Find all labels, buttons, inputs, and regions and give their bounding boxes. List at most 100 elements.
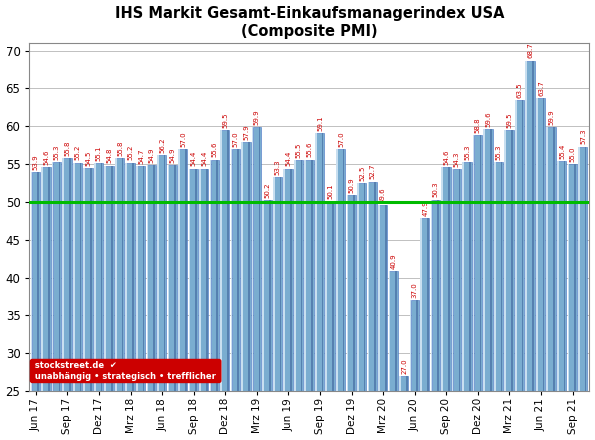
Text: 49.6: 49.6 <box>380 187 386 203</box>
Bar <box>305 160 314 440</box>
Text: 27.0: 27.0 <box>401 358 407 374</box>
Bar <box>390 271 398 440</box>
Bar <box>143 166 145 440</box>
Bar <box>474 136 482 440</box>
Bar <box>473 136 474 440</box>
Bar <box>322 133 323 440</box>
Text: 55.8: 55.8 <box>117 140 123 156</box>
Text: stockstreet.de  ✔
 unabhängig • strategisch • trefflicher: stockstreet.de ✔ unabhängig • strategisc… <box>32 361 219 381</box>
Text: 55.6: 55.6 <box>306 142 312 158</box>
Bar <box>31 172 32 440</box>
Bar <box>431 200 440 440</box>
Bar <box>217 160 218 440</box>
Bar <box>294 160 296 440</box>
Bar <box>136 166 137 440</box>
Bar <box>283 169 285 440</box>
Bar <box>557 161 559 440</box>
Bar <box>400 376 408 440</box>
Bar <box>146 165 148 440</box>
Bar <box>158 155 166 440</box>
Bar <box>441 167 443 440</box>
Text: 54.4: 54.4 <box>190 151 197 166</box>
Bar <box>574 164 576 440</box>
Bar <box>199 169 201 440</box>
Bar <box>494 162 496 440</box>
Text: 53.3: 53.3 <box>275 159 281 175</box>
Bar <box>484 129 493 440</box>
Text: 53.9: 53.9 <box>33 154 39 170</box>
Text: 63.5: 63.5 <box>517 82 523 98</box>
Bar <box>406 376 408 440</box>
Bar <box>395 271 397 440</box>
Bar <box>463 162 472 440</box>
Bar <box>80 163 82 440</box>
Bar <box>284 169 293 440</box>
Bar <box>42 167 51 440</box>
Bar <box>546 127 548 440</box>
Bar <box>174 165 176 440</box>
Bar <box>179 149 187 440</box>
Bar <box>116 158 124 440</box>
Text: 55.8: 55.8 <box>64 140 70 156</box>
Bar <box>231 149 233 440</box>
Bar <box>537 98 545 440</box>
Bar <box>311 160 313 440</box>
Text: 52.7: 52.7 <box>369 164 375 179</box>
Bar <box>94 163 96 440</box>
Text: 68.7: 68.7 <box>528 43 534 58</box>
Text: 54.3: 54.3 <box>454 152 460 167</box>
Bar <box>378 205 380 440</box>
Text: 59.5: 59.5 <box>506 112 512 128</box>
Bar <box>178 149 180 440</box>
Bar <box>505 130 506 440</box>
Bar <box>132 163 134 440</box>
Text: 55.2: 55.2 <box>127 145 133 160</box>
Bar <box>494 162 503 440</box>
Bar <box>343 149 345 440</box>
Bar <box>536 98 538 440</box>
Bar <box>337 149 345 440</box>
Bar <box>121 158 123 440</box>
Text: 54.7: 54.7 <box>138 149 144 164</box>
Bar <box>227 130 228 440</box>
Bar <box>511 130 513 440</box>
Bar <box>83 168 85 440</box>
Bar <box>148 165 156 440</box>
Bar <box>500 162 502 440</box>
Bar <box>358 183 367 440</box>
Text: 54.9: 54.9 <box>170 147 176 163</box>
Bar <box>346 195 348 440</box>
Text: 58.8: 58.8 <box>475 117 481 133</box>
Text: 54.5: 54.5 <box>86 150 92 166</box>
Bar <box>262 201 264 440</box>
Bar <box>379 205 387 440</box>
Text: 55.3: 55.3 <box>54 144 60 160</box>
Bar <box>347 195 356 440</box>
Bar <box>252 127 253 440</box>
Bar <box>164 155 165 440</box>
Bar <box>211 160 219 440</box>
Text: 54.9: 54.9 <box>149 147 155 163</box>
Bar <box>137 166 145 440</box>
Bar <box>185 149 186 440</box>
Bar <box>189 169 198 440</box>
Text: 55.6: 55.6 <box>212 142 218 158</box>
Bar <box>525 61 527 440</box>
Bar <box>237 149 239 440</box>
Bar <box>206 169 208 440</box>
Bar <box>453 169 461 440</box>
Bar <box>410 301 411 440</box>
Bar <box>189 169 190 440</box>
Text: 59.1: 59.1 <box>317 115 323 131</box>
Bar <box>553 127 555 440</box>
Bar <box>263 201 271 440</box>
Text: 55.2: 55.2 <box>75 145 81 160</box>
Text: 37.0: 37.0 <box>412 282 418 298</box>
Text: 57.0: 57.0 <box>338 131 344 147</box>
Bar <box>558 161 566 440</box>
Bar <box>420 218 422 440</box>
Bar <box>568 164 569 440</box>
Text: 52.5: 52.5 <box>359 165 365 181</box>
Bar <box>58 162 60 440</box>
Bar <box>195 169 197 440</box>
